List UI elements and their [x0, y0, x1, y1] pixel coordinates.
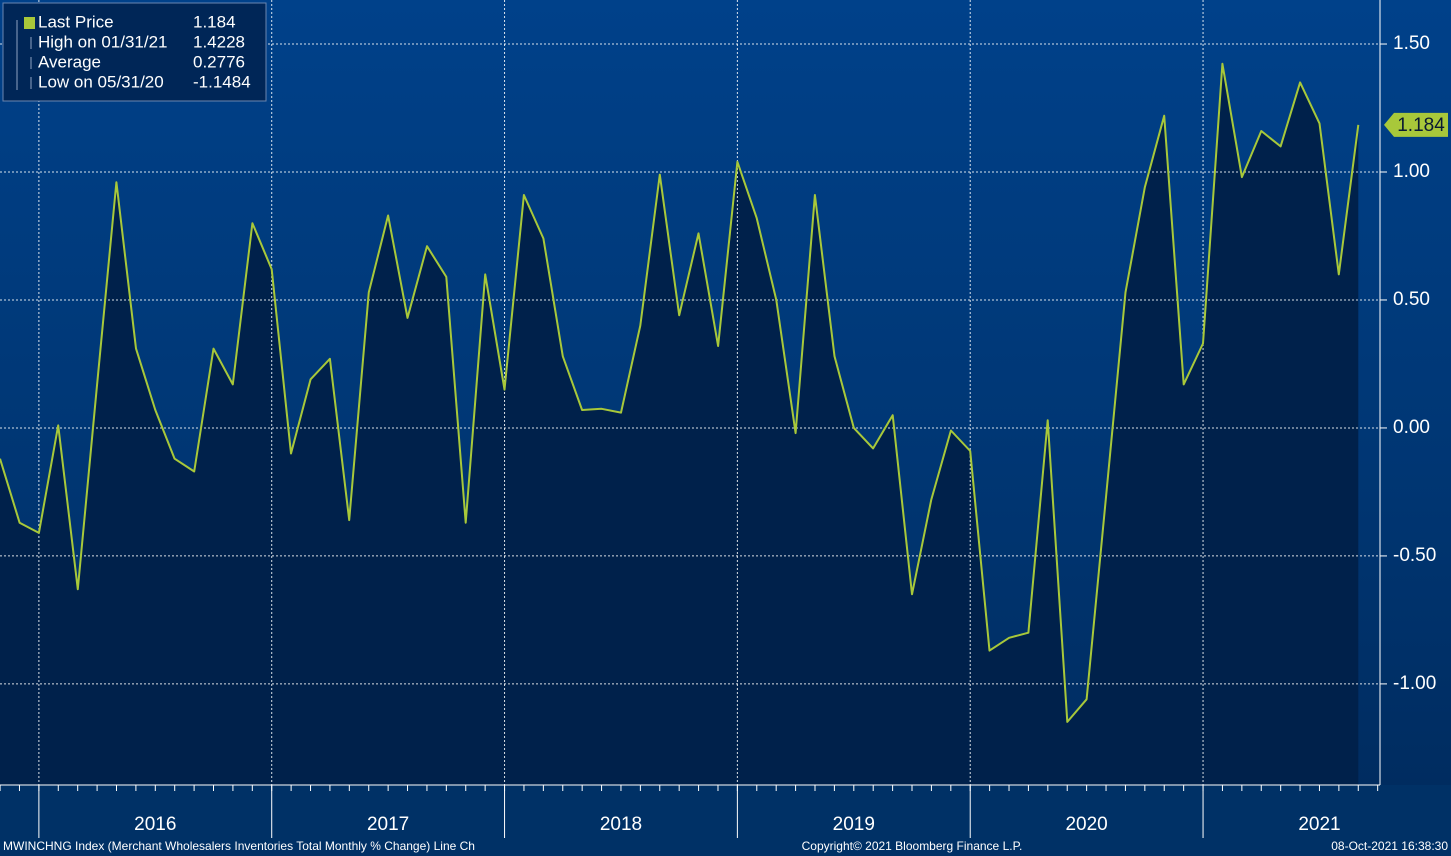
legend-label: Low on 05/31/20 [38, 72, 164, 91]
last-value-tag: 1.184 [1397, 115, 1445, 136]
legend-label: Last Price [38, 12, 114, 31]
area [0, 63, 1359, 786]
plot-area [0, 0, 1380, 786]
legend-value: 1.4228 [193, 32, 245, 51]
x-tick-label: 2019 [833, 814, 875, 835]
legend: Last Price 1.184 High on 01/31/21 1.4228 Ave… [2, 2, 267, 102]
legend-frame [2, 2, 267, 102]
footer-right: 08-Oct-2021 16:38:30 [1331, 839, 1448, 853]
y-tick-label: 1.50 [1393, 33, 1430, 54]
legend-value: 0.2776 [193, 52, 245, 71]
x-tick-label: 2016 [134, 814, 176, 835]
legend-swatch [24, 17, 35, 29]
legend-label: High on 01/31/21 [38, 32, 168, 51]
line [0, 62, 1360, 723]
x-tick-label: 2020 [1065, 814, 1107, 835]
x-axis-band [0, 785, 1451, 856]
x-tick-label: 2017 [367, 814, 409, 835]
legend-label: Average [38, 52, 101, 71]
y-tick-label: -0.50 [1393, 545, 1436, 566]
footer-left: MWINCHNG Index (Merchant Wholesalers Inv… [3, 839, 475, 853]
y-tick-label: -1.00 [1393, 673, 1436, 694]
y-tick-label: 1.00 [1393, 161, 1430, 182]
footer-center: Copyright© 2021 Bloomberg Finance L.P. [802, 839, 1023, 853]
last-value-tag-shape [1384, 112, 1448, 137]
y-tick-label: 0.50 [1393, 289, 1430, 310]
y-tick-label: 0.00 [1393, 417, 1430, 438]
legend-value: 1.184 [193, 12, 236, 31]
x-tick-label: 2018 [600, 814, 642, 835]
x-tick-label: 2021 [1298, 814, 1340, 835]
legend-value: -1.1484 [193, 72, 251, 91]
